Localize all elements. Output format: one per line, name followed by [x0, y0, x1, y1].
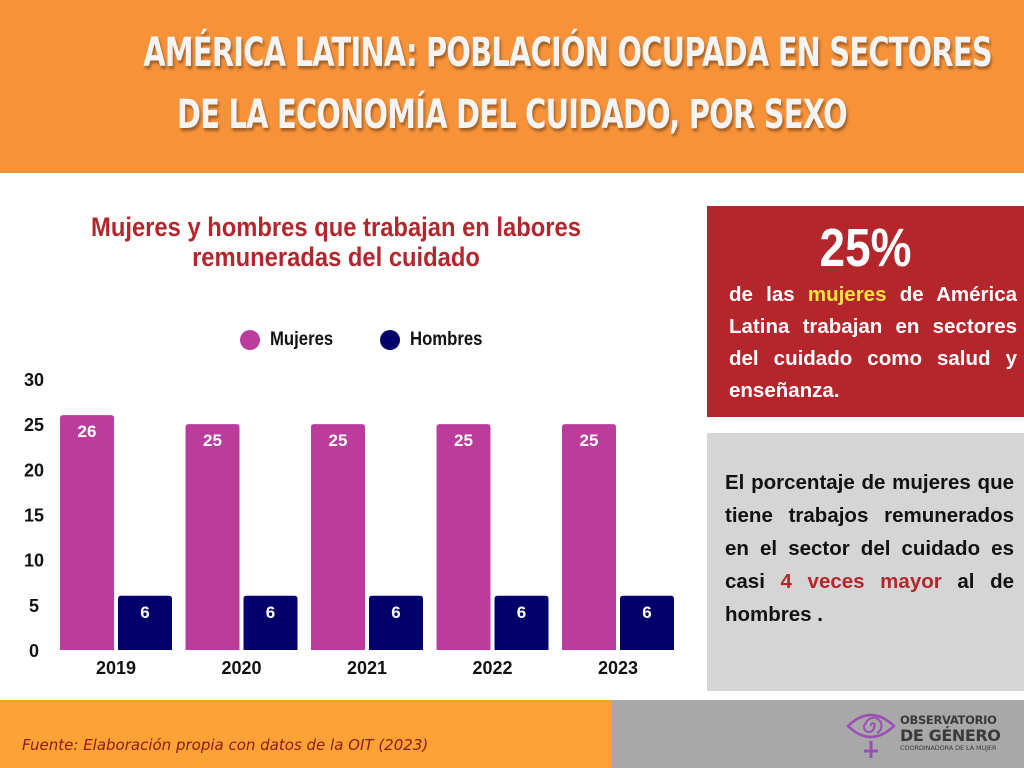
page-title-line-1: AMÉRICA LATINA: POBLACIÓN OCUPADA EN SEC…	[143, 30, 992, 76]
chart-title-line-2: remuneradas del cuidado	[192, 242, 480, 272]
bar-mujeres-2022	[436, 424, 491, 650]
data-label-hombres-2023: 6	[642, 603, 651, 622]
data-label-mujeres-2021: 25	[329, 431, 348, 450]
bar-mujeres-2020	[185, 424, 240, 650]
highlight-keyword: mujeres	[807, 283, 887, 306]
y-tick-label: 0	[29, 641, 39, 661]
bar-hombres-2021	[369, 595, 423, 650]
chart-title-line-1: Mujeres y hombres que trabajan en labore…	[91, 212, 581, 242]
logo-line-1: OBSERVATORIO	[900, 713, 997, 727]
y-tick-label: 5	[29, 596, 39, 616]
comparison-text-before: El porcentaje de mujeres que tiene traba…	[725, 471, 1014, 593]
footer-source-bar: Fuente: Elaboración propia con datos de …	[0, 700, 612, 768]
y-tick-label: 30	[24, 370, 44, 390]
x-tick-label: 2020	[221, 658, 261, 678]
y-tick-label: 15	[24, 506, 44, 526]
footer-logo-bar	[612, 700, 1024, 768]
highlight-text-before: de las	[729, 283, 795, 306]
chart-title: Mujeres y hombres que trabajan en labore…	[40, 212, 631, 272]
data-label-mujeres-2022: 25	[454, 431, 473, 450]
comparison-card: El porcentaje de mujeres que tiene traba…	[707, 433, 1024, 691]
bar-chart: 0 5 10 15 20 25 30 26 6 25 6 25 6 25 6 25 6 2019 2020 202…	[24, 370, 674, 678]
data-label-hombres-2019: 6	[140, 603, 149, 622]
page-title: AMÉRICA LATINA: POBLACIÓN OCUPADA EN SEC…	[143, 22, 992, 146]
x-axis: 2019 2020 2021 2022 2023	[96, 658, 638, 678]
legend-swatch-hombres	[380, 330, 400, 350]
x-tick-label: 2019	[96, 658, 136, 678]
bar-mujeres-2021	[311, 424, 365, 650]
comparison-text: El porcentaje de mujeres que tiene traba…	[725, 466, 1014, 631]
bar-mujeres-2023	[562, 424, 616, 650]
bar-hombres-2019	[118, 595, 172, 650]
logo-line-3: COORDINADORA DE LA MUJER	[900, 744, 997, 752]
source-note: Fuente: Elaboración propia con datos de …	[22, 736, 429, 754]
bar-mujeres-2019	[60, 415, 114, 650]
legend-swatch-mujeres	[240, 330, 260, 350]
legend-item-hombres: Hombres	[380, 326, 492, 354]
data-label-mujeres-2023: 25	[580, 431, 599, 450]
comparison-text-after: al de hombres .	[725, 570, 1014, 626]
y-tick-label: 20	[24, 460, 44, 480]
bar-hombres-2023	[620, 595, 674, 650]
data-label-hombres-2021: 6	[391, 603, 400, 622]
highlight-card: 25% de las mujeres de América Latina tra…	[707, 206, 1024, 417]
observatorio-logo: OBSERVATORIO DE GÉNERO COORDINADORA DE L…	[900, 714, 1001, 753]
legend-item-mujeres: Mujeres	[240, 326, 342, 354]
data-label-hombres-2020: 6	[266, 603, 275, 622]
bar-hombres-2020	[243, 595, 298, 650]
page-title-line-2: DE LA ECONOMÍA DEL CUIDADO, POR SEXO	[177, 92, 848, 138]
legend-label-mujeres: Mujeres	[270, 329, 334, 350]
bars-group: 26 6 25 6 25 6 25 6 25 6	[60, 415, 674, 650]
x-tick-label: 2023	[598, 658, 638, 678]
y-axis: 0 5 10 15 20 25 30	[24, 370, 44, 661]
y-tick-label: 25	[24, 415, 44, 435]
x-tick-label: 2022	[472, 658, 512, 678]
highlight-text: de las mujeres de América Latina trabaja…	[729, 279, 1017, 407]
legend-label-hombres: Hombres	[410, 329, 483, 350]
data-label-mujeres-2019: 26	[78, 422, 97, 441]
highlight-text-after: de América Latina trabajan en sectores d…	[729, 283, 1017, 402]
header-banner: AMÉRICA LATINA: POBLACIÓN OCUPADA EN SEC…	[0, 0, 1024, 173]
y-tick-label: 10	[24, 551, 44, 571]
comparison-keyword: 4 veces mayor	[780, 570, 942, 593]
x-tick-label: 2021	[347, 658, 387, 678]
highlight-value: 25%	[819, 218, 912, 278]
data-label-hombres-2022: 6	[517, 603, 526, 622]
bar-hombres-2022	[494, 595, 549, 650]
data-label-mujeres-2020: 25	[203, 431, 222, 450]
eye-venus-logo-icon	[846, 713, 896, 758]
logo-line-2: DE GÉNERO	[900, 726, 1001, 745]
